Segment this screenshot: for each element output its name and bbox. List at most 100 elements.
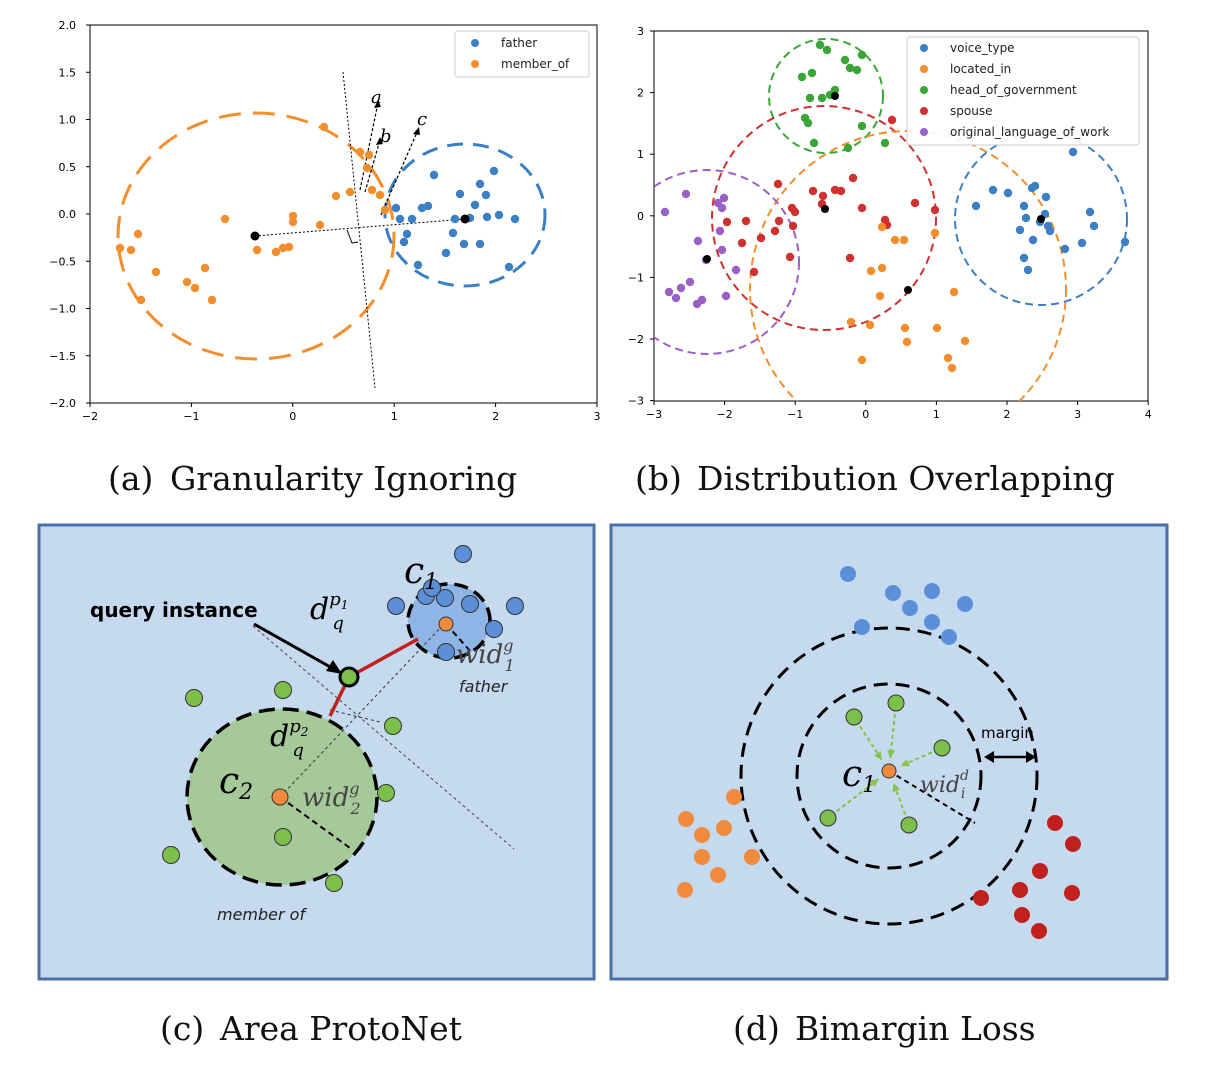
member-of-instances: [162, 681, 402, 892]
member-of-instance: [274, 681, 292, 699]
father-point: [407, 214, 417, 224]
located-in-point: [875, 291, 885, 301]
located-in-point: [949, 287, 959, 297]
legend-member-of: member_of: [501, 57, 570, 71]
located-in-point: [960, 336, 970, 346]
father-instance: [387, 597, 405, 615]
a-xtick-label: 3: [594, 410, 601, 423]
pull-arrow-head: [869, 778, 879, 787]
panel-a-legend: [454, 30, 590, 78]
legend-member-of-marker: [471, 60, 479, 68]
father-point: [450, 214, 460, 224]
father-point: [494, 210, 504, 220]
member-of-point: [151, 267, 161, 277]
b-ytick-label: −3: [628, 395, 644, 408]
member-of-instance: [274, 828, 292, 846]
located-in-point: [902, 337, 912, 347]
spouse-point: [737, 238, 747, 248]
spouse-point: [848, 173, 858, 183]
red-class-point: [1032, 863, 1048, 879]
member-of-point: [126, 245, 136, 255]
voice-type-point: [1030, 181, 1040, 191]
voice-type-point: [1068, 147, 1078, 157]
panel-b-x-ticks: −3 −2 −1 0 1 2 3 4: [646, 401, 1152, 421]
member-of-point: [182, 277, 192, 287]
located-in-point: [899, 235, 909, 245]
head-of-government-point: [857, 50, 867, 60]
head-of-government-point: [852, 65, 862, 75]
original-language-point: [671, 293, 681, 303]
member-of-point: [136, 295, 146, 305]
panel-a-x-ticks: −2 −1 0 1 2 3: [82, 403, 601, 423]
panel-d-diagram: margin c1 widd i: [609, 523, 1169, 981]
panel-c-diagram: query instance c1 c2 dp1 q dp2 q widg 1 wid…: [37, 523, 596, 981]
located-in-point: [857, 355, 867, 365]
label-c: c: [417, 109, 427, 130]
voice-type-point: [1015, 225, 1025, 235]
father-dashed-circle: [383, 142, 547, 288]
original-language-circle: [654, 169, 800, 355]
query-instance-label: query instance: [90, 598, 258, 622]
panel-b-prototypes: [703, 92, 1045, 294]
father-point: [470, 200, 480, 210]
a-xtick-label: −1: [183, 410, 199, 423]
member-of-instance: [377, 784, 395, 802]
red-class-point: [1014, 907, 1030, 923]
panel-b-points: [660, 40, 1130, 373]
voice-type-point: [1060, 244, 1070, 254]
member-of-dashed-circle: [116, 111, 396, 361]
father-instance: [454, 545, 472, 563]
original-language-point: [697, 295, 707, 305]
voice-type-point: [1045, 226, 1055, 236]
spouse-point: [857, 203, 867, 213]
located-in-point: [947, 363, 957, 373]
spouse-point: [818, 191, 828, 201]
spouse-point: [790, 207, 800, 217]
decision-boundary: [342, 71, 376, 389]
arrow-heads: [374, 100, 420, 145]
member-of-instance: [325, 874, 343, 892]
pull-arrow: [836, 778, 880, 813]
a-ytick-label: −0.5: [49, 255, 76, 268]
spouse-point: [773, 179, 783, 189]
head-of-government-circle: [768, 38, 884, 154]
spouse-point: [774, 216, 784, 226]
label-b: b: [380, 126, 392, 147]
b-xtick-label: 1: [933, 408, 940, 421]
located-in-point: [846, 317, 856, 327]
red-class-point: [1012, 882, 1028, 898]
query-instance-point: [338, 666, 360, 688]
c1-label-d: c1: [842, 754, 876, 798]
father-point: [423, 201, 433, 211]
a-ytick-label: 1.5: [59, 66, 77, 79]
member-of-points: [115, 122, 390, 305]
pull-arrows: [836, 713, 933, 816]
father-point: [482, 212, 492, 222]
head-of-government-point: [803, 118, 813, 128]
father-instance: [436, 589, 454, 607]
panel-a-y-ticks: 2.0 1.5 1.0 0.5 0.0 −0.5 −1.0 −1.5 −2.0: [49, 19, 90, 410]
b-ytick-label: −2: [628, 333, 644, 346]
blue-class-point: [941, 629, 957, 645]
prototype-c1: [881, 763, 897, 779]
a-ytick-label: −1.0: [49, 303, 76, 316]
pull-arrow-head: [900, 758, 910, 767]
support-instance: [933, 739, 951, 757]
member-of-point: [331, 191, 341, 201]
original-language-point: [731, 265, 741, 275]
member-of-point: [207, 295, 217, 305]
father-prototype: [438, 616, 454, 632]
voice-type-point: [1003, 188, 1013, 198]
support-instance: [819, 809, 837, 827]
member-of-point: [271, 247, 281, 257]
father-point: [475, 179, 485, 189]
head-of-government-point: [843, 143, 853, 153]
spouse-point: [845, 253, 855, 263]
head-of-government-point: [822, 45, 832, 55]
member-of-instance: [162, 846, 180, 864]
located-in-point: [877, 263, 887, 273]
a-ytick-label: −2.0: [49, 397, 76, 410]
a-xtick-label: 0: [289, 410, 296, 423]
pull-arrow-head: [887, 749, 896, 759]
